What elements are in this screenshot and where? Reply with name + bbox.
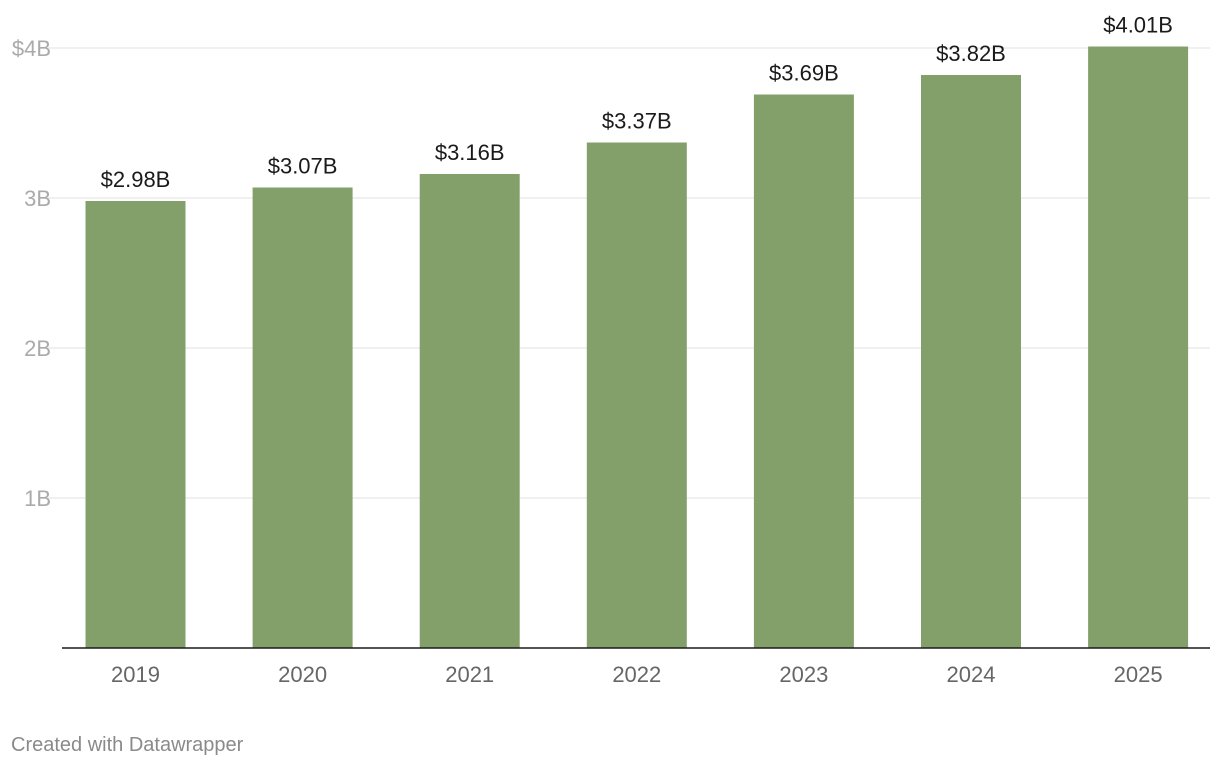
x-tick-label-2023: 2023 (779, 662, 828, 687)
x-tick-label-2019: 2019 (111, 662, 160, 687)
x-tick-label-2022: 2022 (612, 662, 661, 687)
x-tick-label-2020: 2020 (278, 662, 327, 687)
y-tick-label: 2B (24, 336, 51, 361)
value-label-2019: $2.98B (101, 167, 171, 192)
bar-2019[interactable] (85, 201, 186, 648)
x-tick-label-2025: 2025 (1114, 662, 1163, 687)
bar-2025[interactable] (1088, 46, 1189, 649)
value-labels: $2.98B $3.07B $3.16B $3.37B $3.69B $3.82B $4.0… (101, 13, 1173, 193)
y-tick-label: $4B (12, 36, 51, 61)
datawrapper-credit[interactable]: Created with Datawrapper (11, 734, 244, 756)
y-axis: 1B 2B 3B $4B (12, 36, 51, 511)
value-label-2020: $3.07B (268, 154, 338, 179)
bar-2020[interactable] (252, 187, 353, 649)
y-tick-label: 1B (24, 486, 51, 511)
value-label-2022: $3.37B (602, 109, 672, 134)
x-tick-label-2024: 2024 (947, 662, 996, 687)
bar-2021[interactable] (419, 174, 520, 648)
value-label-2023: $3.69B (769, 61, 839, 86)
x-axis: 2019 2020 2021 2022 2023 2024 2025 (111, 662, 1163, 687)
bar-2023[interactable] (753, 94, 854, 649)
bar-2022[interactable] (586, 142, 687, 649)
value-label-2021: $3.16B (435, 140, 505, 165)
bar-2024[interactable] (921, 75, 1021, 648)
bars (85, 46, 1189, 649)
value-label-2024: $3.82B (936, 41, 1006, 66)
y-tick-label: 3B (24, 186, 51, 211)
value-label-2025: $4.01B (1103, 13, 1173, 38)
x-tick-label-2021: 2021 (445, 662, 494, 687)
